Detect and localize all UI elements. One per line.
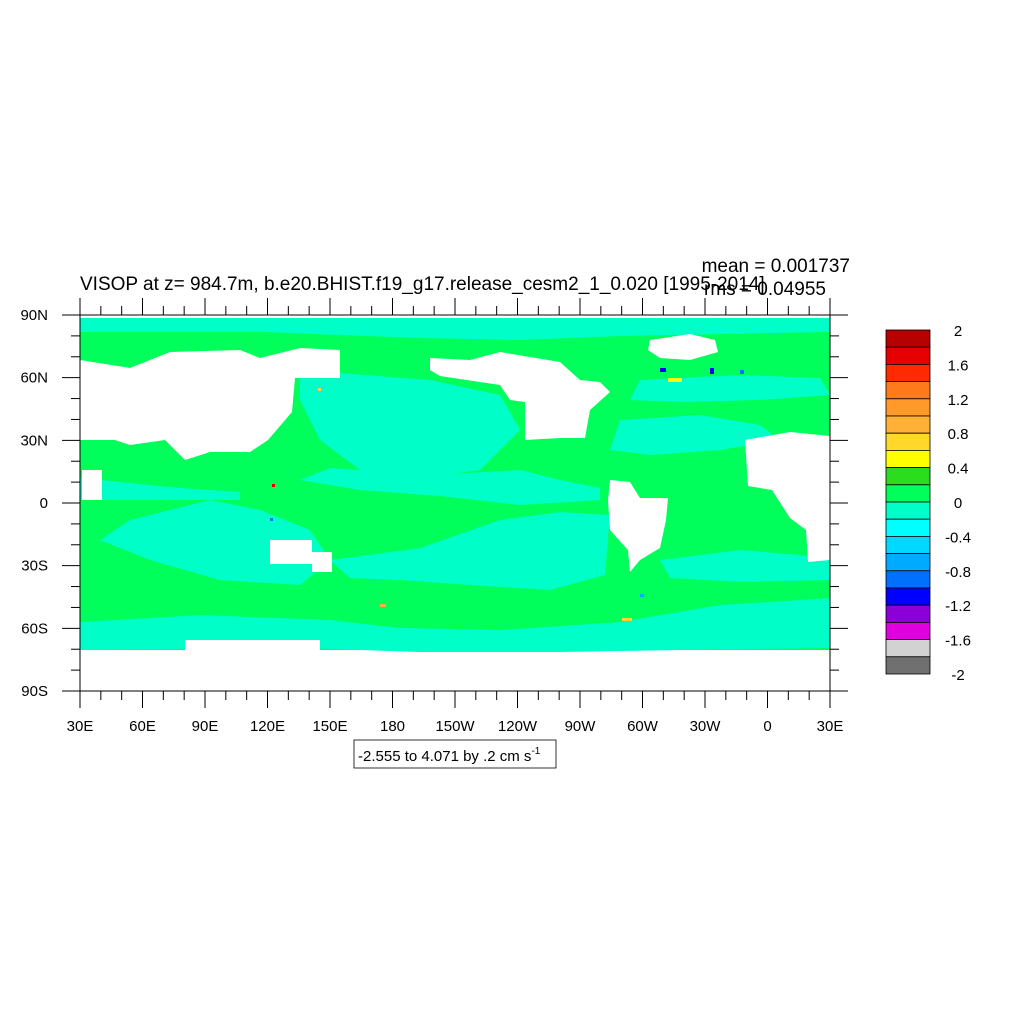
map-field	[79, 314, 831, 692]
colorbar-box	[885, 484, 931, 503]
lat-label: 90N	[20, 307, 48, 324]
map-axes: 90N 60N 30N 0 30S 60S 90S 30E 60E 90E 120E 150E 180 1…	[20, 298, 848, 735]
lat-label: 30N	[20, 432, 48, 449]
lon-label: 120W	[498, 718, 538, 735]
lon-label: 180	[380, 718, 405, 735]
colorbar-box	[885, 415, 931, 434]
lat-label: 60S	[21, 620, 48, 637]
lon-label: 60W	[627, 718, 659, 735]
colorbar-box	[885, 587, 931, 606]
colorbar-label: -1.6	[945, 633, 971, 650]
lon-label: 30E	[817, 718, 844, 735]
colorbar-box	[885, 346, 931, 365]
colorbar: 2 1.6 1.2 0.8 0.4 0 -0.4 -0.8 -1.2 -1.6 -2	[885, 323, 971, 684]
colorbar-label: 1.2	[948, 392, 969, 409]
plot-title: VISOP at z= 984.7m, b.e20.BHIST.f19_g17.…	[80, 274, 765, 295]
colorbar-box	[885, 518, 931, 537]
lon-label: 90W	[565, 718, 597, 735]
lon-label: 150E	[312, 718, 347, 735]
colorbar-box	[885, 622, 931, 641]
colorbar-box	[885, 467, 931, 486]
negative-anomaly-regions	[80, 318, 830, 652]
colorbar-label: -1.2	[945, 598, 971, 615]
colorbar-box	[885, 432, 931, 451]
colorbar-box	[885, 553, 931, 572]
colorbar-box	[885, 501, 931, 520]
contour-range-label: -2.555 to 4.071 by .2 cm s-1	[358, 746, 541, 765]
lat-label: 0	[40, 495, 48, 512]
rms-label: rms = 0.04955	[704, 279, 826, 300]
colorbar-label: 1.6	[948, 357, 969, 374]
colorbar-box	[885, 398, 931, 417]
lon-label: 30E	[67, 718, 94, 735]
colorbar-label: 0.8	[948, 426, 969, 443]
lon-label: 60E	[129, 718, 156, 735]
colorbar-box	[885, 536, 931, 555]
colorbar-box	[885, 329, 931, 348]
colorbar-box	[885, 363, 931, 382]
colorbar-label: -2	[951, 667, 964, 684]
colorbar-label: -0.4	[945, 529, 971, 546]
lon-label: 150W	[435, 718, 475, 735]
colorbar-box	[885, 449, 931, 468]
colorbar-box	[885, 570, 931, 589]
lon-label: 30W	[690, 718, 722, 735]
lat-label: 30S	[21, 558, 48, 575]
colorbar-label: 2	[954, 323, 962, 340]
anomaly-specks	[270, 368, 744, 621]
mean-label: mean = 0.001737	[702, 256, 850, 277]
lon-label: 120E	[250, 718, 285, 735]
colorbar-label: 0.4	[948, 461, 969, 478]
contour-range-box: -2.555 to 4.071 by .2 cm s-1	[353, 739, 557, 769]
lat-label: 60N	[20, 370, 48, 387]
lon-label: 0	[763, 718, 771, 735]
lat-label: 90S	[21, 683, 48, 700]
colorbar-label: -0.8	[945, 564, 971, 581]
colorbar-box	[885, 656, 931, 675]
colorbar-label: 0	[954, 495, 962, 512]
lon-label: 90E	[192, 718, 219, 735]
colorbar-box	[885, 381, 931, 400]
colorbar-box	[885, 604, 931, 623]
colorbar-box	[885, 639, 931, 658]
land-masses	[80, 334, 830, 691]
